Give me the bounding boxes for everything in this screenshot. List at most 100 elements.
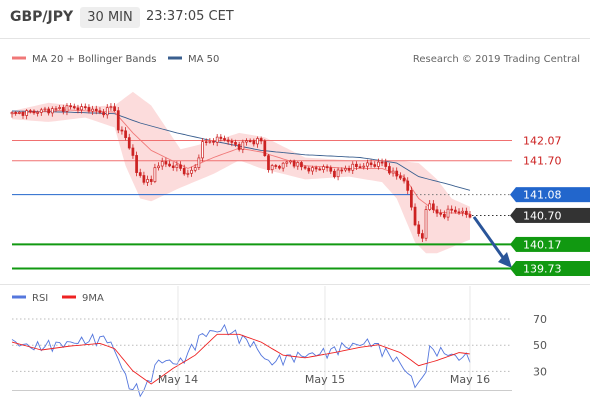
candle-body [340, 169, 344, 172]
time-label: 23:37:05 CET [146, 9, 234, 24]
candle-body [421, 233, 424, 239]
candle-body [453, 209, 457, 213]
candle-body [391, 170, 395, 174]
candle-body [464, 210, 468, 215]
candle-body [47, 108, 51, 114]
candle-body [417, 224, 421, 234]
ma50-line [11, 110, 471, 191]
bollinger-bands [12, 91, 470, 254]
candle-body [446, 208, 450, 218]
candle-body [329, 167, 333, 172]
ma20-legend-label: MA 20 + Bollinger Bands [32, 54, 156, 65]
x-tick-label-0: May 14 [158, 373, 198, 386]
current-level-label-3: 140.70 [523, 209, 562, 222]
candle-body [197, 157, 201, 168]
candle-body [157, 165, 160, 169]
candle-body [102, 112, 105, 116]
candle-body [87, 107, 91, 112]
candle-body [226, 139, 230, 142]
candle-body [300, 162, 303, 168]
candle-body [303, 166, 307, 169]
candle-body [399, 175, 402, 179]
rsi-tick-label-30: 30 [533, 365, 547, 378]
candle-body [289, 160, 292, 163]
candle-body [373, 164, 377, 167]
candle-body [98, 110, 102, 113]
candle-body [230, 141, 234, 143]
candle-body [344, 168, 347, 171]
candle-body [208, 140, 212, 143]
candle-body [28, 110, 32, 113]
candle-body [204, 141, 208, 143]
chart-header: GBP/JPY 30 MIN 23:37:05 CET [0, 0, 590, 38]
x-tick-label-2: May 16 [450, 373, 490, 386]
symbol-label: GBP/JPY [10, 9, 74, 25]
candle-body [369, 162, 373, 165]
rsi-legend-label: RSI [32, 293, 48, 304]
candle-body [39, 109, 43, 113]
candle-body [377, 161, 380, 167]
x-axis: May 14 May 15 May 16 [12, 286, 512, 391]
support-label-pointer-4 [510, 236, 516, 252]
ma50-legend-label: MA 50 [188, 54, 219, 65]
candle-body [318, 168, 322, 171]
rsi-tick-label-70: 70 [533, 313, 547, 326]
candle-body [322, 166, 325, 170]
candle-body [146, 179, 149, 183]
candle-body [278, 165, 281, 169]
candle-body [234, 142, 237, 145]
pivot-label-box-2 [516, 187, 590, 203]
candle-body [76, 107, 80, 111]
candle-body [285, 161, 289, 164]
support-label-box-4 [516, 236, 590, 252]
candle-body [36, 112, 40, 114]
support-label-box-5 [516, 261, 590, 276]
pivot-level-label-2: 141.08 [523, 189, 562, 202]
candle-body [124, 130, 127, 138]
candle-body [355, 163, 358, 167]
candle-body [380, 161, 384, 164]
candle-body [248, 140, 252, 143]
candle-body [127, 137, 131, 149]
support-label-pointer-5 [510, 261, 516, 276]
candle-body [105, 107, 109, 116]
candle-body [468, 214, 472, 218]
candle-body [413, 206, 417, 226]
candle-body [351, 163, 355, 171]
candle-body [241, 141, 245, 150]
candle-body [142, 175, 146, 183]
candle-body [175, 164, 179, 168]
candle-body [292, 160, 296, 167]
candle-body [296, 162, 300, 167]
candle-body [72, 106, 76, 109]
forecast-arrow-shaft [472, 216, 506, 260]
candle-body [69, 105, 72, 108]
source-label: Research © 2019 Trading Central [413, 54, 580, 65]
candle-body [32, 110, 36, 114]
candle-body [138, 172, 142, 176]
candle-body [347, 168, 351, 171]
candle-body [424, 209, 428, 239]
candle-body [212, 140, 215, 143]
candle-body [442, 213, 446, 218]
candle-body [267, 155, 270, 171]
x-tick-label-1: May 15 [305, 373, 345, 386]
candle-body [14, 112, 18, 114]
candle-body [43, 108, 47, 111]
candle-body [281, 162, 285, 169]
candle-body [384, 161, 388, 167]
candle-body [113, 106, 116, 112]
candle-body [311, 167, 314, 172]
candle-body [223, 138, 226, 141]
rsi-lines [11, 323, 471, 398]
timeframe-button[interactable]: 30 MIN [80, 7, 140, 28]
candle-body [259, 138, 263, 142]
level-labels: 142.07 141.70 141.08 140.70 140.17 139.73 [510, 135, 590, 276]
candle-body [307, 167, 311, 172]
candle-body [21, 111, 25, 116]
candle-body [160, 161, 164, 167]
candle-body [439, 212, 443, 215]
candle-body [402, 177, 406, 182]
